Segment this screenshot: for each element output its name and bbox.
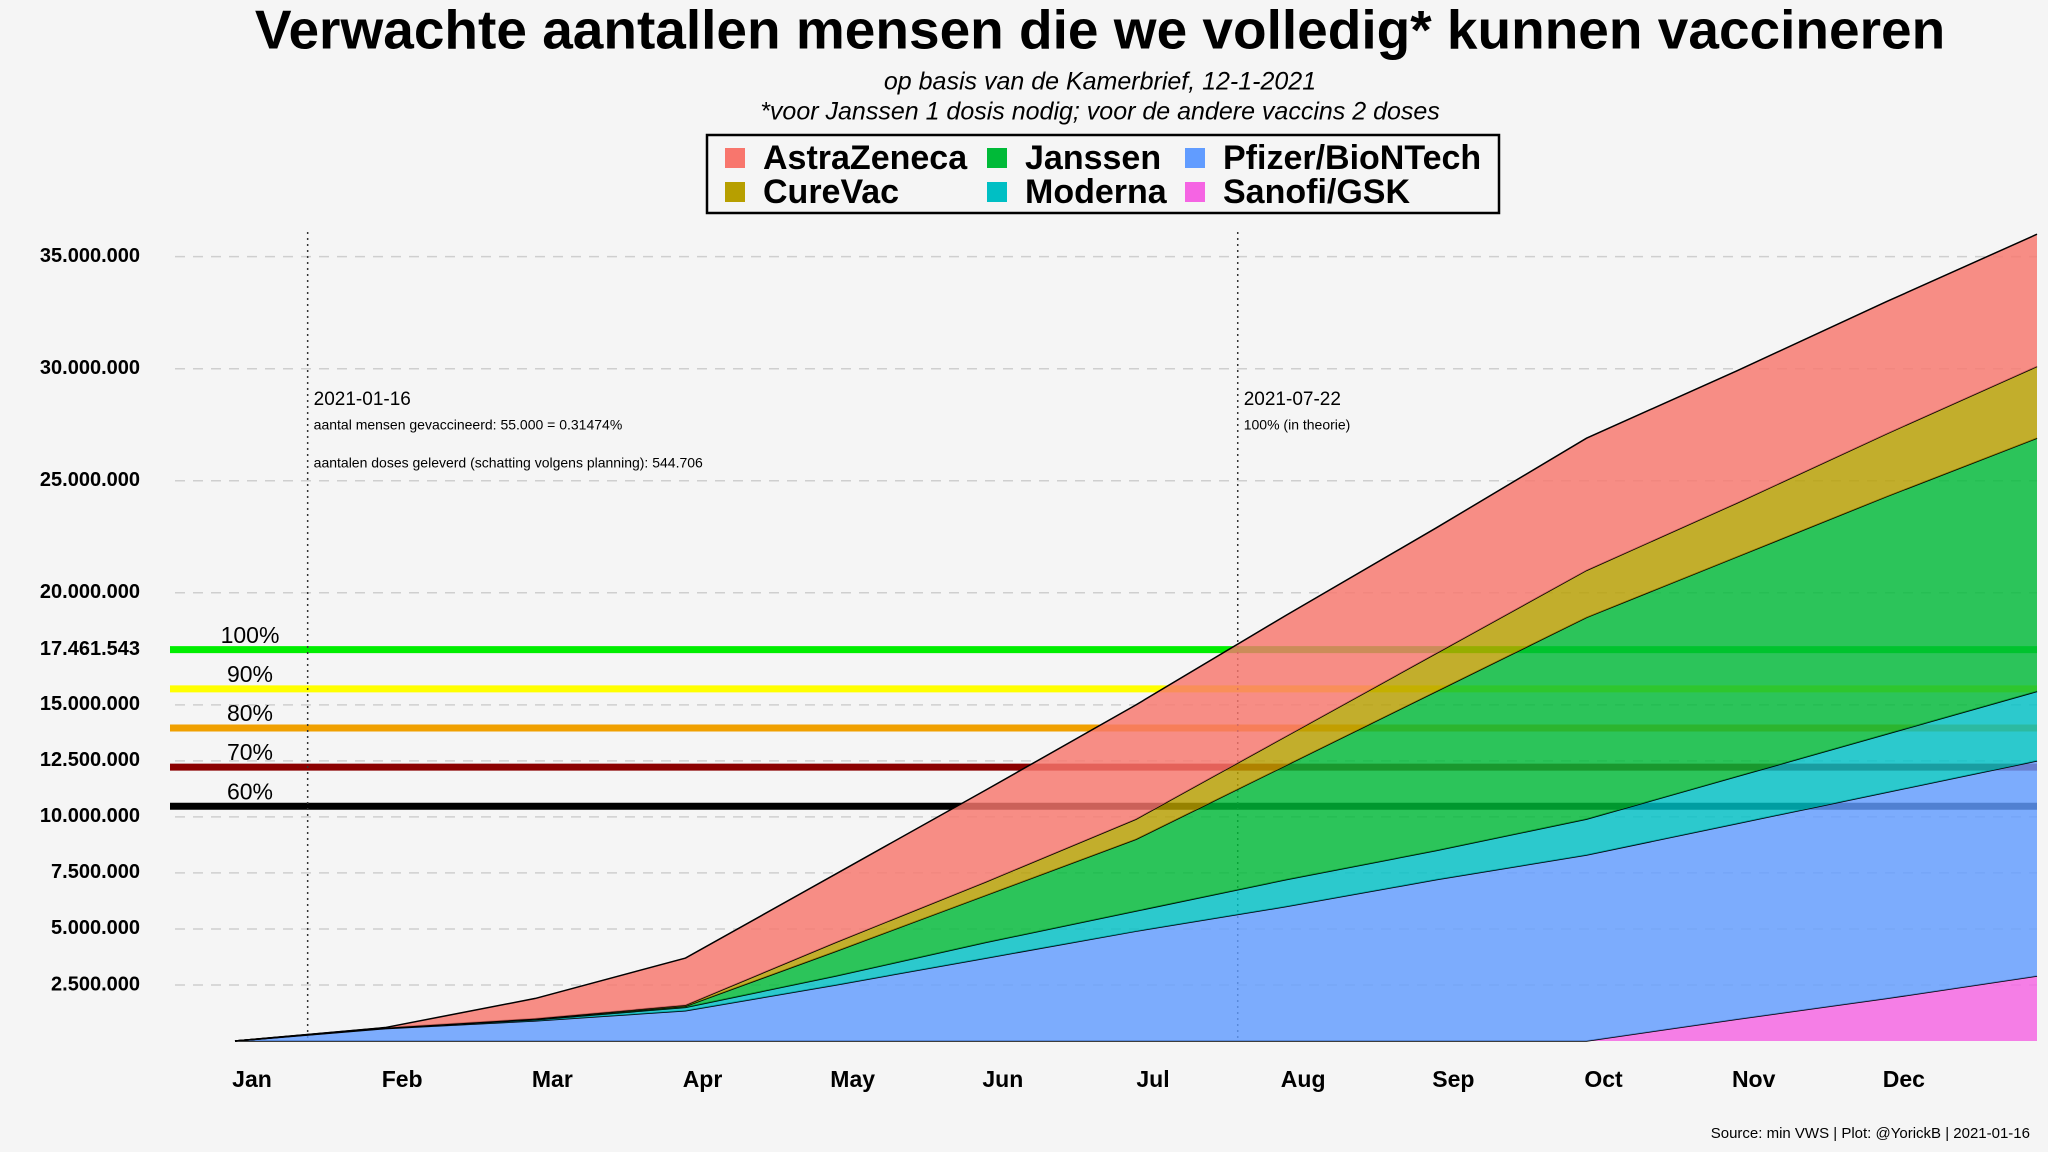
y-tick-label: 35.000.000	[40, 245, 140, 267]
y-tick-label: 17.461.543	[40, 638, 140, 660]
legend-swatch	[987, 182, 1007, 202]
x-tick-label: Dec	[1883, 1066, 1925, 1092]
y-tick-label: 15.000.000	[40, 693, 140, 715]
legend-swatch	[725, 182, 745, 202]
y-tick-label: 20.000.000	[40, 581, 140, 603]
reference-label: 70%	[227, 739, 273, 765]
reference-label: 90%	[227, 661, 273, 687]
x-tick-label: Mar	[532, 1066, 573, 1092]
x-tick-label: Oct	[1584, 1066, 1623, 1092]
legend-label: Pfizer/BioNTech	[1223, 139, 1481, 177]
y-tick-label: 5.000.000	[51, 917, 140, 939]
subtitle: op basis van de Kamerbrief, 12-1-2021	[884, 68, 1316, 96]
x-tick-label: Jun	[982, 1066, 1023, 1092]
area-outline	[234, 233, 2038, 1042]
chart-title: Verwachte aantallen mensen die we volled…	[255, 0, 1945, 61]
annotation-text: aantalen doses geleverd (schatting volge…	[314, 455, 703, 471]
y-tick-label: 7.500.000	[51, 861, 140, 883]
y-tick-label: 25.000.000	[40, 469, 140, 491]
annotation-date: 2021-07-22	[1244, 389, 1341, 410]
area	[235, 438, 2037, 1041]
legend-label: Sanofi/GSK	[1223, 173, 1410, 211]
x-tick-label: Aug	[1281, 1066, 1326, 1092]
reference-label: 80%	[227, 700, 273, 726]
x-tick-label: Jan	[232, 1066, 272, 1092]
reference-label: 60%	[227, 778, 273, 804]
area	[235, 760, 2037, 1041]
y-tick-label: 10.000.000	[40, 805, 140, 827]
area	[235, 976, 2037, 1041]
reference-label: 100%	[221, 622, 280, 648]
x-tick-label: Nov	[1732, 1066, 1776, 1092]
legend-label: CureVac	[763, 173, 899, 211]
legend-box	[705, 133, 1501, 215]
annotation-date: 2021-01-16	[314, 389, 411, 410]
legend-label: Janssen	[1025, 139, 1161, 177]
x-tick-label: Apr	[683, 1066, 723, 1092]
x-tick-label: May	[830, 1066, 875, 1092]
x-tick-label: Sep	[1432, 1066, 1474, 1092]
x-tick-label: Jul	[1136, 1066, 1169, 1092]
legend-swatch	[987, 148, 1007, 168]
legend-swatch	[1185, 182, 1205, 202]
annotation-text: aantal mensen gevaccineerd: 55.000 = 0.3…	[314, 417, 623, 433]
x-tick-label: Feb	[382, 1066, 423, 1092]
y-tick-label: 2.500.000	[51, 973, 140, 995]
caption: Source: min VWS | Plot: @YorickB | 2021-…	[1711, 1125, 2030, 1142]
legend-swatch	[1185, 148, 1205, 168]
legend-label: AstraZeneca	[763, 139, 968, 177]
subtitle: *voor Janssen 1 dosis nodig; voor de and…	[760, 98, 1440, 126]
y-tick-label: 12.500.000	[40, 749, 140, 771]
legend-swatch	[725, 148, 745, 168]
legend-label: Moderna	[1025, 173, 1168, 211]
annotation-text: 100% (in theorie)	[1244, 417, 1351, 433]
y-tick-label: 30.000.000	[40, 357, 140, 379]
